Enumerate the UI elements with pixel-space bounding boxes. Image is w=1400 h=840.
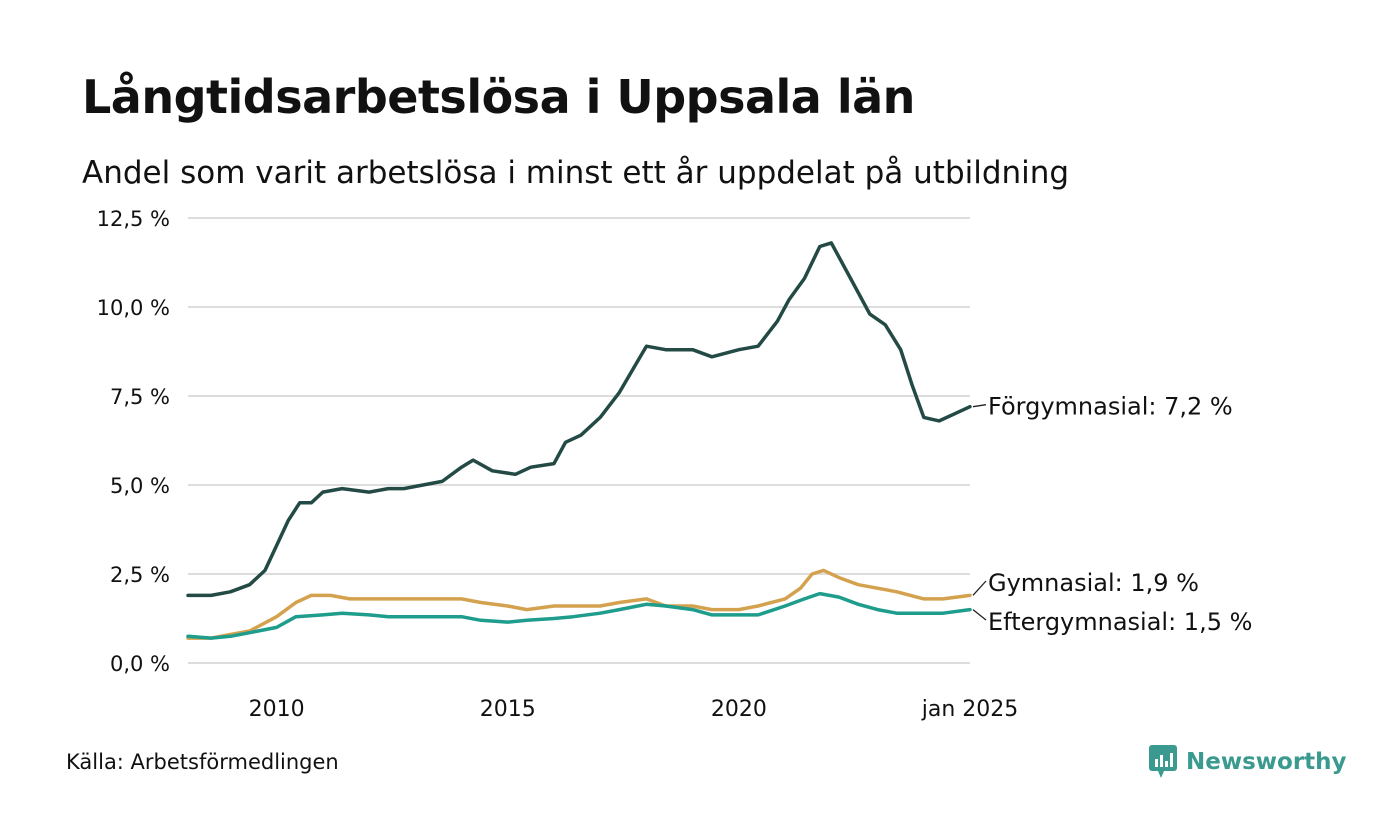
series-end-label-forgymnasial: Förgymnasial: 7,2 % (988, 393, 1233, 421)
newsworthy-logo-icon (1149, 745, 1177, 778)
label-connector (972, 609, 987, 621)
series-line-eftergymnasial (186, 591, 972, 640)
series-end-label-eftergymnasial: Eftergymnasial: 1,5 % (988, 608, 1252, 636)
label-connector (972, 580, 987, 596)
grid-lines (188, 217, 970, 664)
x-tick-label: 2010 (249, 697, 305, 722)
x-tick-label: 2015 (480, 697, 536, 722)
y-tick-label: 12,5 % (97, 207, 170, 231)
series-end-label-gymnasial: Gymnasial: 1,9 % (988, 569, 1199, 597)
series-end-labels: Förgymnasial: 7,2 % Gymnasial: 1,9 % Efter… (972, 393, 1252, 636)
source-note: Källa: Arbetsförmedlingen (66, 750, 339, 774)
y-tick-label: 0,0 % (110, 652, 170, 676)
series-lines (186, 241, 972, 640)
x-tick-label: jan 2025 (921, 697, 1019, 722)
series-line-forgymnasial (186, 241, 972, 598)
label-connector (972, 404, 987, 408)
chart-subtitle: Andel som varit arbetslösa i minst ett å… (82, 155, 1070, 191)
brand-name: Newsworthy (1186, 749, 1347, 775)
series-line-gymnasial (186, 568, 972, 640)
x-axis-tick-labels: 2010 2015 2020 jan 2025 (249, 697, 1019, 722)
chart-title: Långtidsarbetslösa i Uppsala län (82, 70, 915, 124)
y-tick-label: 7,5 % (110, 385, 170, 409)
x-tick-label: 2020 (711, 697, 767, 722)
y-axis-tick-labels: 0,0 % 2,5 % 5,0 % 7,5 % 10,0 % 12,5 % (97, 207, 170, 676)
newsworthy-logo: Newsworthy (1148, 744, 1347, 780)
y-tick-label: 2,5 % (110, 563, 170, 587)
y-tick-label: 5,0 % (110, 474, 170, 498)
y-tick-label: 10,0 % (97, 296, 170, 320)
